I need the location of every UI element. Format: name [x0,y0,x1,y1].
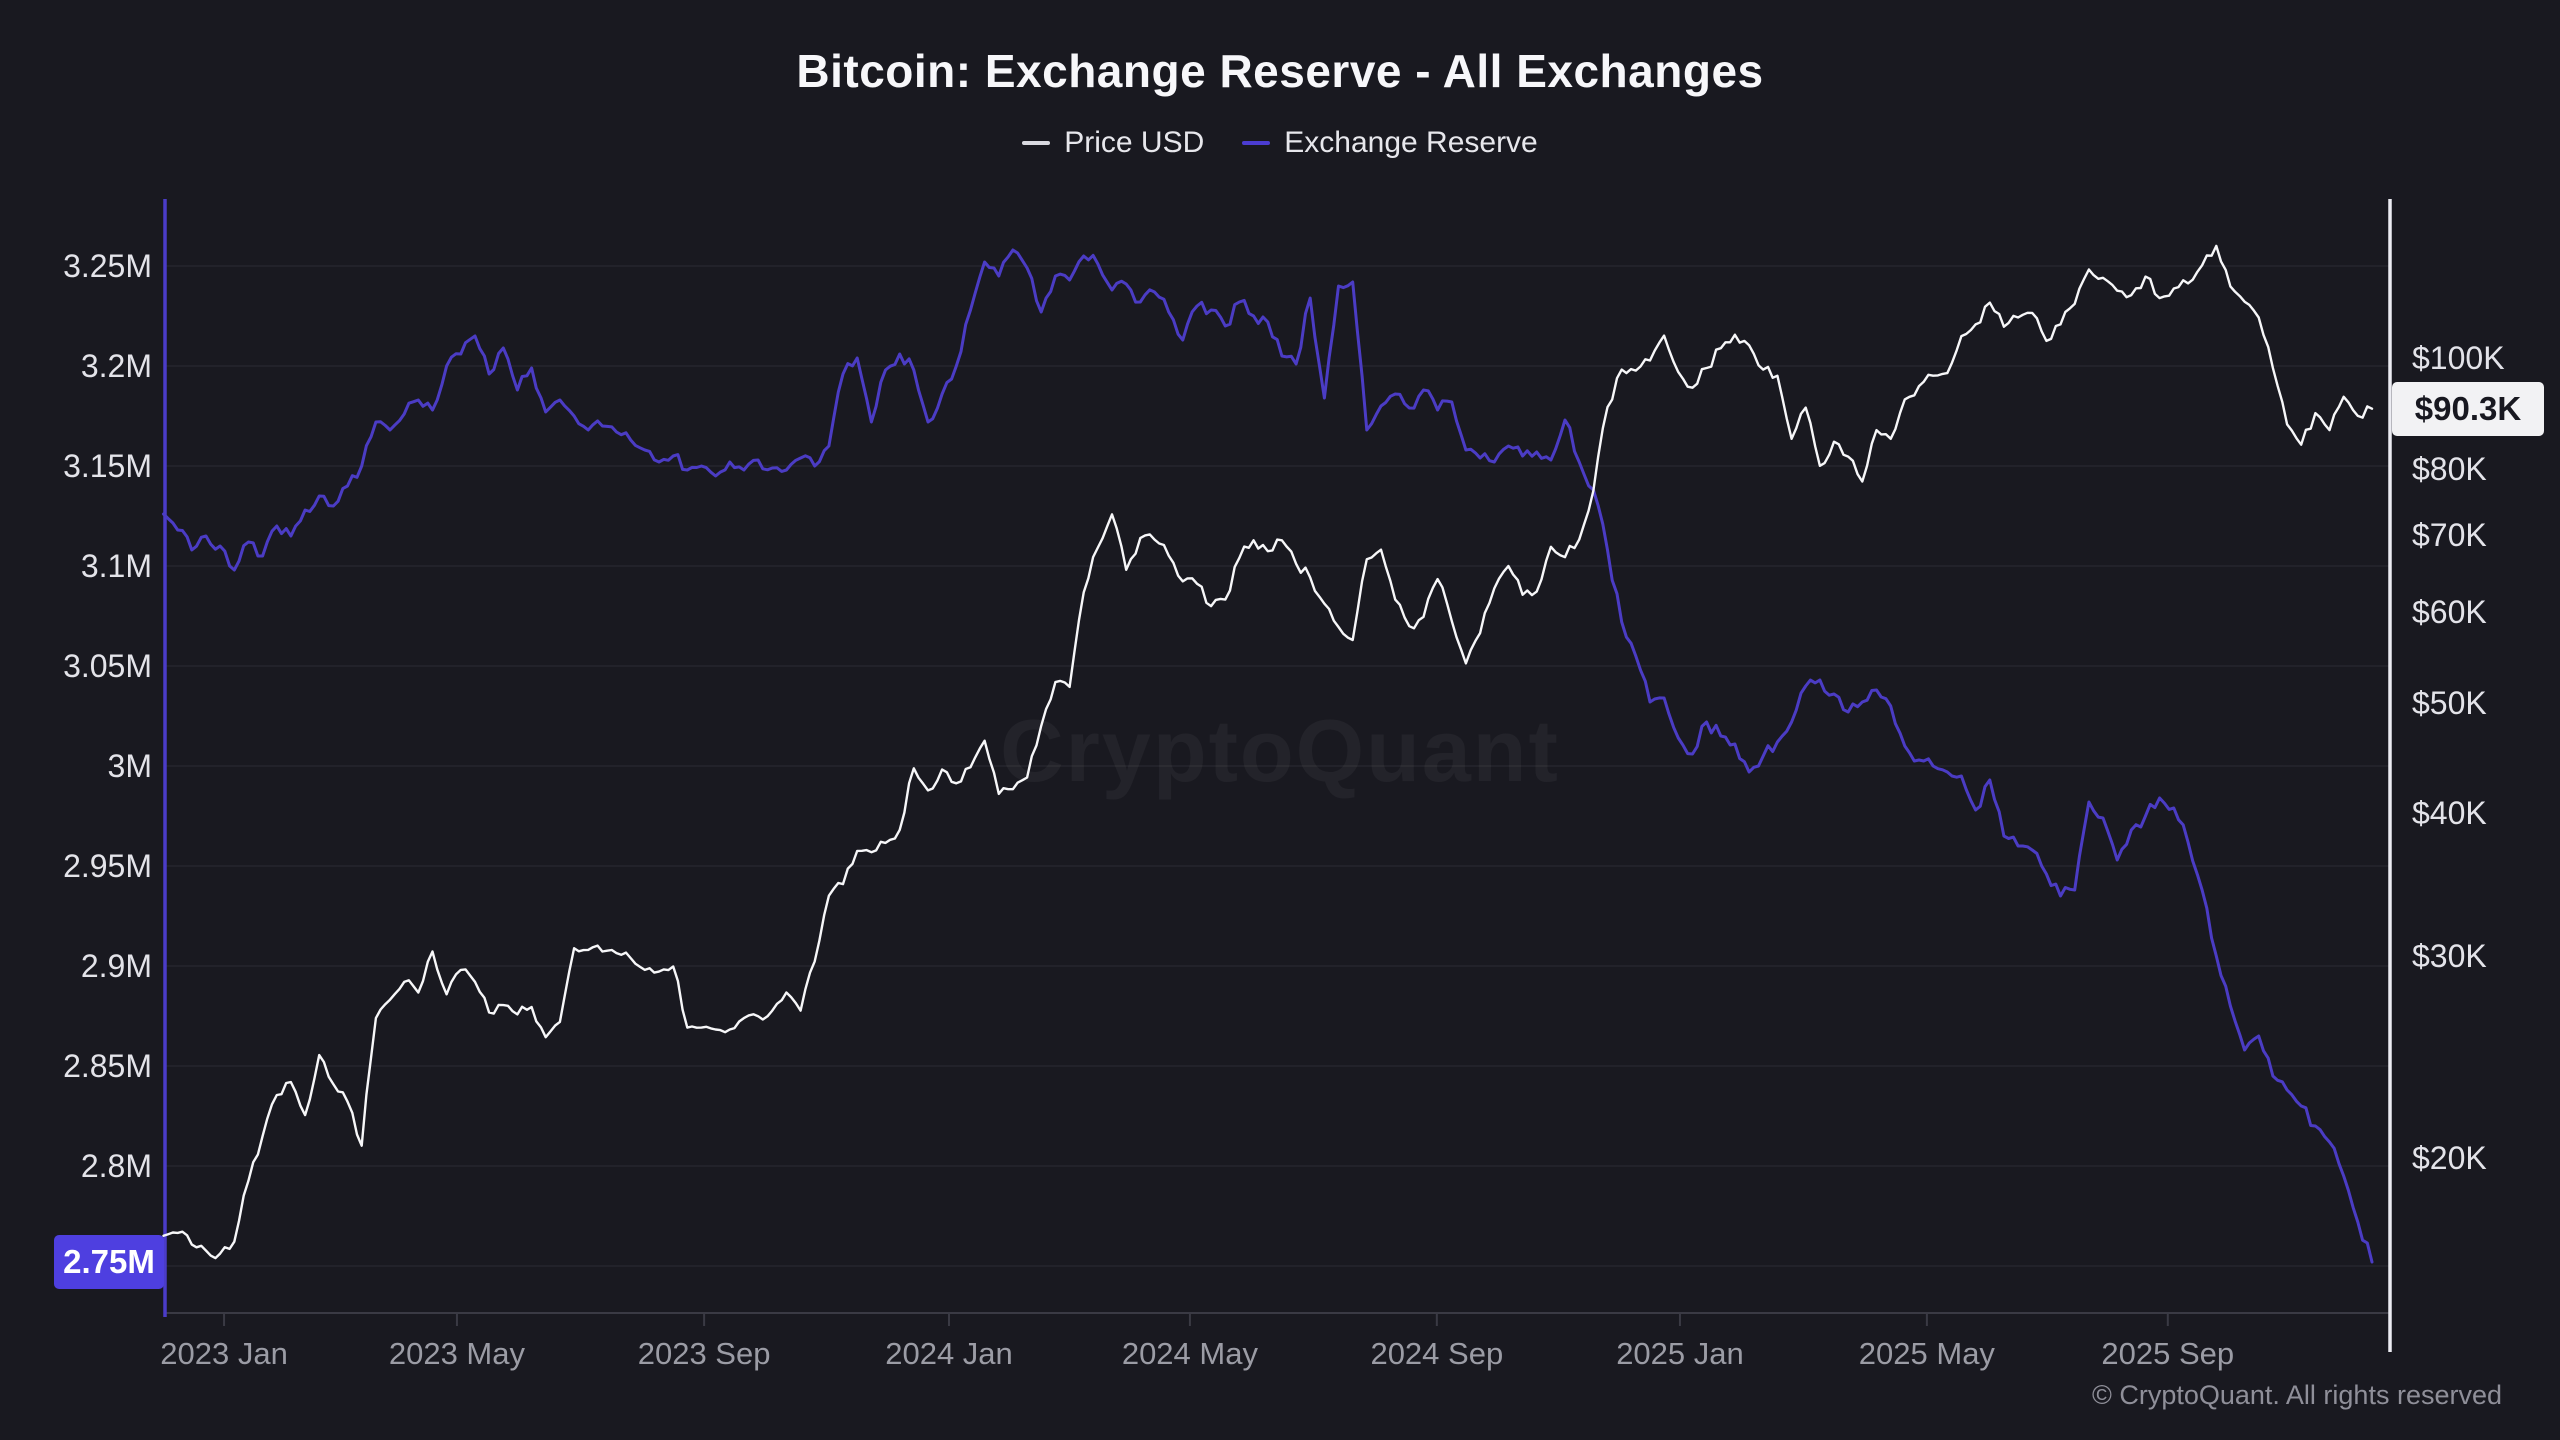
right-axis-tick-label: $80K [2412,450,2487,487]
price-latest-badge: $90.3K [2392,381,2544,436]
reserve-latest-badge: 2.75M [54,1235,164,1289]
left-axis-tick-label: 3.1M [80,548,152,584]
x-axis-tick-label: 2024 Sep [1370,1336,1504,1371]
x-axis-tick-label: 2023 May [388,1336,525,1371]
right-axis-tick-label: $100K [2412,340,2505,376]
left-axis-tick-label: 2.8M [80,1148,152,1184]
left-axis-tick-label: 2.95M [63,848,152,884]
left-axis-tick-label: 3.15M [63,448,152,484]
x-axis-tick-label: 2024 May [1121,1336,1258,1371]
left-axis-tick-label: 3.05M [63,648,152,684]
legend: Price USD Exchange Reserve [0,126,2560,160]
legend-label-price: Price USD [1064,126,1205,159]
chart-title: Bitcoin: Exchange Reserve - All Exchange… [796,45,1764,97]
left-axis-tick-label: 3M [107,748,152,784]
x-axis-tick-label: 2023 Sep [637,1336,771,1371]
legend-label-reserve: Exchange Reserve [1284,126,1538,159]
x-axis-tick-label: 2025 Sep [2101,1336,2235,1371]
legend-item-price[interactable]: Price USD [1022,126,1204,160]
left-axis-tick-label: 2.9M [80,948,152,984]
x-axis-tick-label: 2025 Jan [1616,1336,1744,1371]
right-axis-tick-label: $20K [2412,1139,2487,1176]
x-axis-tick-label: 2023 Jan [160,1336,288,1371]
copyright-notice: © CryptoQuant. All rights reserved [2091,1380,2502,1410]
left-axis-tick-label: 3.2M [80,348,152,384]
legend-item-reserve[interactable]: Exchange Reserve [1242,126,1538,160]
x-axis-tick-label: 2024 Jan [885,1336,1013,1371]
price-series-swatch-icon [1022,141,1051,145]
right-axis-tick-label: $50K [2412,684,2487,721]
right-axis-tick-label: $30K [2412,938,2487,975]
right-axis-tick-label: $60K [2412,593,2487,630]
reserve-series-swatch-icon [1242,141,1271,145]
left-axis-tick-label: 2.85M [63,1048,152,1084]
left-axis-tick-label: 3.25M [63,248,152,284]
right-axis-tick-label: $40K [2412,795,2487,832]
right-axis-tick-label: $70K [2412,517,2487,554]
x-axis-tick-label: 2025 May [1858,1336,1995,1371]
